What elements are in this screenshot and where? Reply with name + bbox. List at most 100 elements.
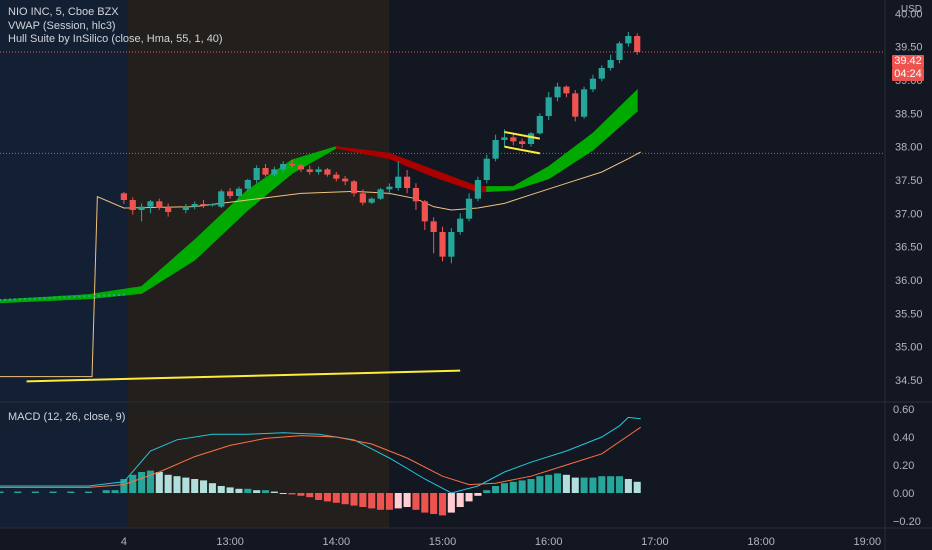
macd-histogram-bar: [394, 493, 402, 509]
macd-histogram-bar: [173, 476, 181, 493]
candle-body: [536, 116, 543, 134]
macd-histogram-bar: [226, 487, 234, 493]
time-tick-label: 14:00: [323, 536, 351, 548]
macd-histogram-bar: [633, 481, 641, 493]
macd-histogram-bar: [527, 479, 535, 493]
premarket-candle: [38, 297, 41, 300]
macd-histogram-bar: [332, 493, 340, 503]
candle-body: [333, 174, 340, 179]
candle-body: [589, 78, 597, 90]
candle-body: [598, 68, 605, 79]
macd-tick-label: 0.00: [893, 488, 914, 500]
price-tick-label: 38.00: [895, 142, 923, 154]
candle-body: [350, 181, 358, 194]
macd-histogram-bar: [385, 493, 393, 510]
macd-histogram-bar: [67, 491, 75, 493]
candle-body: [359, 193, 366, 203]
macd-histogram-bar: [341, 493, 349, 505]
premarket-candle: [83, 295, 86, 298]
candle-body: [412, 188, 420, 202]
candle-body: [262, 168, 269, 175]
candle-body: [280, 164, 287, 170]
candle-body: [519, 141, 526, 144]
premarket-candle: [112, 294, 115, 297]
trendlines: [26, 131, 541, 383]
currency-label: USD: [900, 4, 922, 15]
candle-body: [253, 168, 260, 180]
premarket-candle: [63, 296, 66, 299]
premarket-candle: [3, 298, 6, 301]
candle-body: [554, 86, 561, 98]
candle-body: [288, 164, 296, 166]
horizontal-lines: [0, 51, 885, 154]
candle-body: [120, 193, 127, 200]
macd-legend[interactable]: MACD (12, 26, close, 9): [8, 411, 126, 423]
macd-histogram-bar: [624, 479, 632, 493]
hull-legend[interactable]: Hull Suite by InSilico (close, Hma, 55, …: [8, 33, 223, 45]
time-tick-label: 18:00: [747, 536, 775, 548]
macd-macd-line: [0, 416, 641, 494]
macd-histogram-bar: [0, 491, 4, 493]
time-tick-label: 4: [121, 536, 127, 548]
premarket-candle: [103, 294, 106, 297]
macd-histogram-bar: [102, 490, 110, 493]
macd-histogram-bar: [129, 474, 137, 493]
vwap-legend[interactable]: VWAP (Session, hlc3): [8, 20, 116, 32]
macd-histogram-bar: [14, 491, 22, 493]
macd-histogram-bar: [261, 490, 270, 493]
candle-body: [165, 208, 172, 212]
macd-histogram-bar: [323, 493, 331, 502]
price-tick-label: 35.50: [895, 308, 923, 320]
macd-histogram-bar: [562, 474, 570, 493]
candle-body: [465, 198, 473, 219]
macd-histogram-bar: [545, 474, 553, 493]
candle-body: [448, 232, 455, 257]
premarket-candle: [93, 294, 96, 297]
candle-body: [200, 204, 207, 206]
candle-body: [138, 206, 145, 210]
candle-body: [501, 137, 508, 140]
premarket-candle: [73, 295, 76, 298]
premarket-candle: [8, 298, 11, 301]
bar-countdown-tag: 04:24: [892, 68, 924, 81]
premarket-candle: [108, 294, 111, 297]
candle-body: [297, 165, 304, 170]
symbol-legend[interactable]: NIO INC, 5, Cboe BZX: [8, 6, 119, 18]
macd-histogram-bar: [368, 493, 376, 509]
macd-histogram-bar: [465, 493, 473, 502]
premarket-candle: [78, 295, 81, 298]
macd-tick-label: 0.40: [893, 432, 914, 444]
premarket-candle: [28, 297, 31, 300]
macd-tick-label: 0.60: [893, 404, 914, 416]
candle-body: [209, 204, 216, 206]
candle-body: [545, 97, 552, 116]
macd-histogram-bar: [244, 488, 252, 493]
macd-histogram-bar: [589, 477, 597, 493]
candle-body: [581, 89, 588, 117]
candle-body: [563, 86, 570, 94]
premarket-candle: [0, 299, 1, 301]
price-tick-label: 39.50: [895, 42, 923, 54]
premarket-background: [0, 0, 128, 528]
candle-body: [474, 180, 481, 199]
time-tick-label: 15:00: [429, 536, 457, 548]
premarket-candle: [43, 297, 46, 300]
macd-histogram-bar: [500, 483, 508, 493]
macd-histogram-bar: [377, 493, 385, 510]
macd-histogram-bar: [253, 490, 261, 493]
macd-histogram-bar: [571, 477, 579, 493]
macd-histogram-bar: [84, 491, 93, 493]
time-tick-label: 13:00: [216, 536, 244, 548]
price-tick-label: 35.00: [895, 342, 923, 354]
macd-histogram-bar: [31, 491, 39, 493]
price-tick-label: 34.50: [895, 375, 923, 387]
time-tick-label: 19:00: [854, 536, 882, 548]
candle-body: [457, 218, 464, 232]
candle-body: [492, 140, 499, 159]
candle-body: [377, 189, 384, 199]
macd-histogram-bar: [138, 472, 146, 493]
candle-body: [572, 93, 579, 117]
candle-body: [483, 158, 490, 180]
afterhours-background: [389, 0, 885, 528]
macd-histogram-bar: [607, 476, 615, 493]
